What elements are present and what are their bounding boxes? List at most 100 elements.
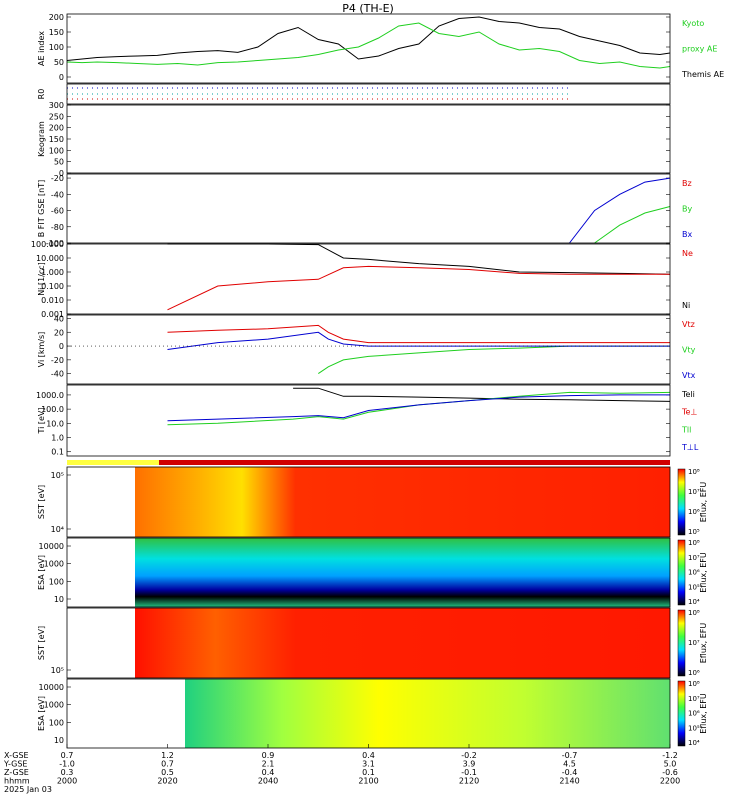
y-tick-label: 10000 [39,683,64,692]
y-tick-label: -20 [51,356,64,365]
y-tick-label: -60 [51,207,64,216]
spectrogram-fill [135,538,670,607]
y-tick-label: 1000 [44,560,64,569]
colorbar-tick-label: 10⁶ [688,569,700,577]
y-tick-label: -40 [51,190,64,199]
y-tick-label: -100 [46,239,64,248]
colorbar-tick-label: 10⁸ [688,609,700,617]
footer-value: 0.3 [61,768,74,777]
footer-value: 0.4 [362,751,375,760]
footer-row-label: Z-GSE [4,768,29,777]
panel-frame [66,314,671,385]
footer-value: 2120 [459,777,479,786]
panel-11: Eflux, EFU 10⁴ 10⁵ 10⁶ 10⁷ 10⁸ 10 100 1000 10000 E… [37,678,708,749]
legend-label: Bz [682,179,692,188]
panel-frame [66,104,671,174]
legend-label: Te⊥ [681,408,697,417]
footer-value: -0.4 [562,768,578,777]
colorbar-tick-label: 10⁴ [688,598,700,606]
footer-value: 4.5 [563,760,576,769]
footer-value: 2.1 [262,760,275,769]
y-tick-label: -80 [51,223,64,232]
mode-bar-fast [159,460,670,465]
colorbar-tick-label: 10⁴ [688,739,700,747]
panel-frame [66,537,671,608]
series-tll [167,391,671,426]
panel-2: R0 [37,83,671,105]
y-tick-label: 100 [49,718,64,727]
colorbar-tick-label: 10⁶ [688,669,700,677]
footer-value: 0.9 [262,751,275,760]
panel-frame [66,466,671,538]
colorbar-tick-label: 10⁷ [688,554,700,562]
footer-row-label: hhmm [4,777,30,786]
footer-value: -1.0 [59,760,75,769]
y-tick-label: 10⁴ [51,525,64,534]
panel-frame [66,384,671,457]
y-tick-label: 20 [54,328,64,337]
panel-10: Eflux, EFU 10⁶ 10⁷ 10⁸ 10⁵ SST [eV] [37,607,708,679]
y-axis-label: Keogram [37,121,46,157]
y-tick-label: 100 [49,146,64,155]
footer-value: 2040 [258,777,278,786]
series-vtz [167,324,670,344]
y-axis-label: ESA [eV] [37,555,46,590]
colorbar [677,539,686,606]
colorbar [677,468,686,536]
y-axis-label: Ni [1/cc] [37,262,46,296]
legend-label: Ni [682,301,690,310]
footer-row-label: X-GSE [4,751,29,760]
colorbar-tick-label: 10⁶ [688,710,700,718]
y-tick-label: 300 [49,101,64,110]
legend-label: Vtz [682,320,695,329]
legend-label: By [682,205,692,214]
series-ne [167,265,670,311]
y-tick-label: 0 [59,73,64,82]
colorbar-tick-label: 10⁵ [688,583,700,591]
panel-9: Eflux, EFU 10⁴ 10⁵ 10⁶ 10⁷ 10⁸ 10 100 1000 10000 E… [37,537,708,608]
spectrogram-fill [135,608,670,678]
y-tick-label: 0.1 [51,448,64,457]
footer-value: 3.9 [463,760,476,769]
footer-value: 0.1 [362,768,375,777]
panel-frame [66,83,671,105]
y-tick-label: 10.000 [36,254,64,263]
colorbar-label: Eflux, EFU [699,552,708,593]
legend-label: Kyoto [682,19,704,28]
footer-value: 2100 [358,777,378,786]
y-tick-label: 100 [49,43,64,52]
y-tick-label: 200 [49,124,64,133]
colorbar [677,609,686,677]
mode-bar-slow [67,460,159,465]
y-tick-label: 100.0 [41,405,64,414]
series-ni [167,243,671,275]
footer-row-label: 2025 Jan 03 [4,785,52,794]
colorbar-label: Eflux, EFU [699,482,708,523]
colorbar-tick-label: 10⁷ [688,639,700,647]
y-tick-label: 1.000 [41,268,64,277]
footer-value: -0.1 [461,768,477,777]
colorbar-tick-label: 10⁷ [688,488,700,496]
colorbar-tick-label: 10⁸ [688,539,700,547]
y-axis-label: AE index [37,31,46,66]
y-axis-label: SST [eV] [37,485,46,519]
series-bx [569,177,671,244]
footer-value: 2020 [157,777,177,786]
panel-6: -40 -20 0 20 40 Vi [km/s] Vtz Vty Vtx [37,314,696,385]
y-tick-label: 150 [49,28,64,37]
bg [67,731,185,748]
legend-label: Tll [681,425,691,434]
y-tick-label: 0.001 [41,310,64,319]
footer-value: -1.2 [662,751,678,760]
series-vtx [167,331,670,350]
footer-value: -0.6 [662,768,678,777]
colorbar-tick-label: 10⁸ [688,680,700,688]
colorbar-label: Eflux, EFU [699,693,708,734]
colorbar-tick-label: 10⁵ [688,724,700,732]
y-axis-label: ESA [eV] [37,696,46,731]
y-tick-label: 10 [54,736,64,745]
panel-frame [66,13,671,84]
